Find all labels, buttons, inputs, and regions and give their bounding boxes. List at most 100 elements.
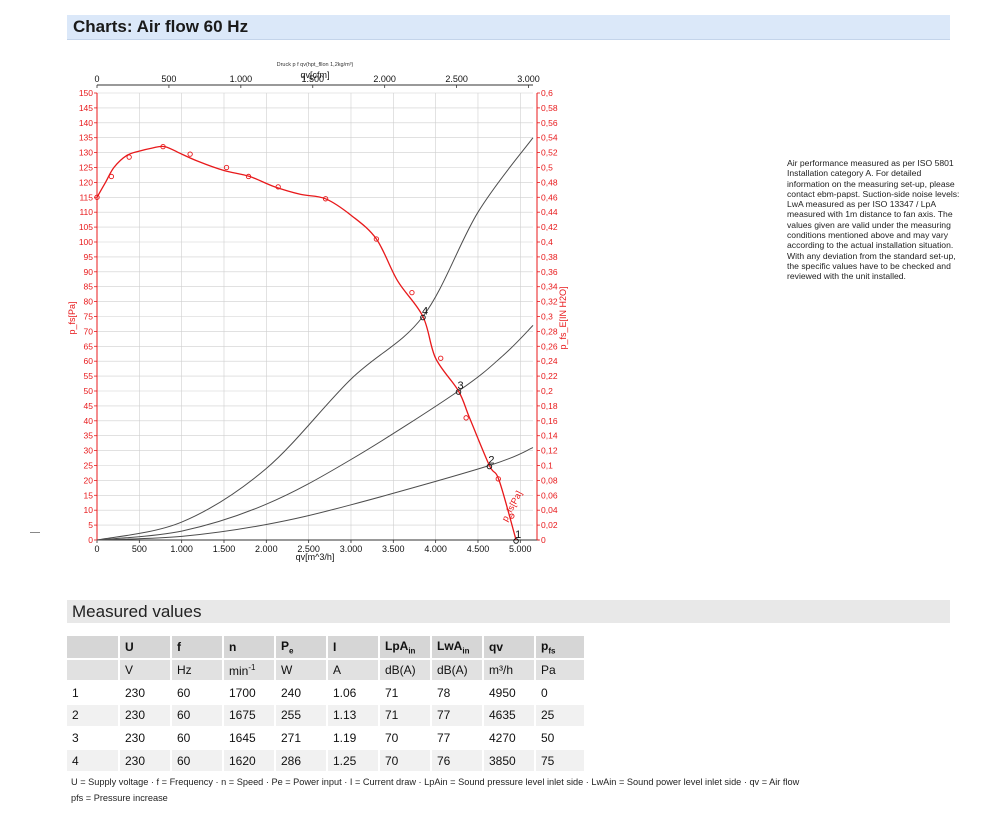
measurement-point [126, 154, 132, 160]
y-right-tick-label: 0,06 [541, 490, 558, 500]
y-tick-label: 60 [84, 356, 94, 366]
y-right-tick-label: 0,56 [541, 118, 558, 128]
table-cell: 25 [535, 704, 586, 728]
system-curve-3 [96, 447, 534, 541]
measured-values-title: Measured values [72, 602, 202, 621]
y-tick-label: 100 [79, 237, 93, 247]
table-row: 1 230 60 1700 240 1.06 71 78 4950 0 [67, 681, 586, 706]
column-header: LpAin [379, 636, 432, 660]
measurement-point [223, 164, 230, 171]
y-right-tick-label: 0,28 [541, 326, 558, 336]
y-right-tick-label: 0,46 [541, 192, 558, 202]
measurement-point [463, 415, 469, 421]
unit-cell: Pa [535, 658, 586, 683]
x-top-tick-label: 2.000 [373, 74, 396, 84]
y-right-tick-label: 0,6 [541, 88, 553, 98]
table-cell: 76 [431, 749, 484, 774]
y-right-tick-label: 0,54 [541, 133, 558, 143]
x-tick-label: 4.500 [467, 544, 490, 554]
table-cell: 1675 [223, 704, 276, 728]
operating-point-marker [513, 538, 519, 544]
table-cell: 4635 [483, 704, 536, 728]
y-right-tick-label: 0,48 [541, 177, 558, 187]
measurement-point [108, 173, 115, 180]
x-tick-label: 2.500 [297, 544, 320, 554]
y-tick-label: 5 [88, 520, 93, 530]
x-tick-label: 1.500 [213, 544, 236, 554]
column-header: I [327, 636, 380, 660]
operating-point-label: 2 [488, 455, 494, 467]
measurement-point [94, 194, 100, 200]
table-cell: 50 [535, 726, 586, 751]
measurement-point [160, 143, 166, 150]
y-right-tick-label: 0,16 [541, 416, 558, 426]
unit-cell: dB(A) [431, 658, 484, 683]
x-tick-label: 5.000 [509, 544, 532, 554]
y-tick-label: 135 [79, 133, 93, 143]
unit-cell: Hz [171, 658, 224, 683]
column-header: LwAin [431, 636, 484, 660]
measurement-point [187, 151, 193, 157]
y-tick-label: 110 [79, 207, 93, 217]
measurement-point [409, 290, 415, 296]
measurement-point [438, 355, 444, 361]
table-cell: 230 [119, 704, 172, 728]
y-tick-label: 150 [79, 88, 93, 98]
y-tick-label: 45 [84, 401, 94, 411]
table-cell: 286 [275, 749, 328, 774]
y-right-tick-label: 0,02 [541, 520, 558, 530]
y-right-tick-label: 0,26 [541, 341, 558, 351]
y-tick-label: 70 [84, 326, 94, 336]
y-right-tick-label: 0,24 [541, 356, 558, 366]
y-tick-label: 90 [84, 267, 94, 277]
y-tick-label: 30 [84, 446, 94, 456]
system-curve-2 [96, 325, 534, 541]
x-tick-label: 0 [94, 544, 99, 554]
legend-line-2: pfs = Pressure increase [71, 793, 168, 803]
measurement-note: Air performance measured as per ISO 5801… [787, 158, 960, 282]
table-cell: 70 [379, 749, 432, 774]
y-right-tick-label: 0,04 [541, 505, 558, 515]
x-tick-label: 500 [132, 544, 147, 554]
operating-point-label: 1 [515, 529, 521, 541]
y-right-tick-label: 0,52 [541, 148, 558, 158]
y-tick-label: 0 [88, 535, 93, 545]
y-axis-label: p_fs[Pa] [67, 301, 77, 334]
table-cell: 1 [67, 681, 120, 706]
x-top-axis-label: qv[cfm] [300, 70, 329, 80]
y-tick-label: 15 [84, 490, 94, 500]
unit-cell [67, 658, 120, 683]
column-header: pfs [535, 636, 586, 660]
table-cell: 3850 [483, 749, 536, 774]
table-cell: 271 [275, 726, 328, 751]
y-tick-label: 105 [79, 222, 93, 232]
y-tick-label: 65 [84, 341, 94, 351]
table-cell: 60 [171, 726, 224, 751]
x-top-tick-label: 1.500 [301, 74, 324, 84]
divider-mark [30, 532, 40, 533]
y-right-tick-label: 0,2 [541, 386, 553, 396]
measured-values-header: Measured values [67, 600, 950, 623]
y-tick-label: 125 [79, 163, 93, 173]
table-cell: 1.13 [327, 704, 380, 728]
y-right-tick-label: 0,38 [541, 252, 558, 262]
unit-cell: m³/h [483, 658, 536, 683]
y-right-tick-label: 0,42 [541, 222, 558, 232]
y-right-tick-label: 0,08 [541, 475, 558, 485]
operating-point-marker [455, 389, 462, 395]
table-cell: 71 [379, 681, 432, 706]
y-right-tick-label: 0,14 [541, 431, 558, 441]
legend-line-1: U = Supply voltage · f = Frequency · n =… [71, 777, 800, 787]
x-axis-label: qv[m^3/h] [296, 552, 335, 562]
x-tick-label: 2.000 [255, 544, 278, 554]
chart-section-title: Charts: Air flow 60 Hz [73, 17, 249, 36]
table-cell: 4270 [483, 726, 536, 751]
table-cell: 230 [119, 749, 172, 774]
unit-cell: V [119, 658, 172, 683]
y-tick-label: 35 [84, 431, 94, 441]
chart-section-header: Charts: Air flow 60 Hz [67, 15, 950, 40]
x-tick-label: 4.000 [424, 544, 447, 554]
operating-point-label: 4 [422, 306, 428, 318]
